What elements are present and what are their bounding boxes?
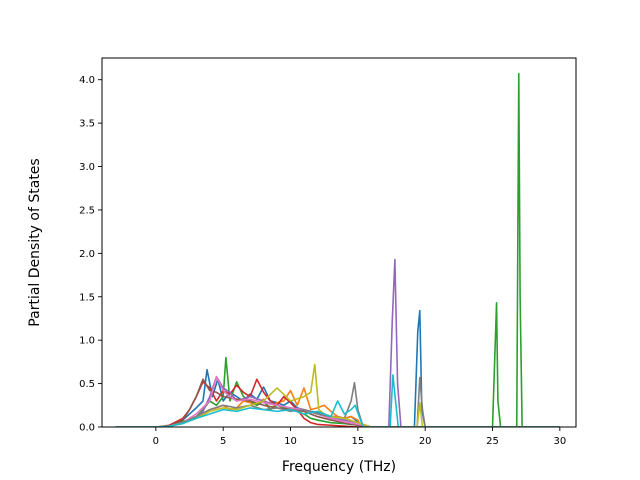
x-tick-label: 25 — [486, 436, 499, 447]
y-tick-label: 2.0 — [79, 249, 95, 260]
series-layer — [115, 72, 560, 427]
x-tick-label: 5 — [220, 436, 226, 447]
y-axis-ticks: 0.0 0.5 1.0 1.5 2.0 2.5 3.0 3.5 4.0 — [79, 75, 102, 434]
axes-frame — [101, 57, 577, 428]
y-tick-label: 1.0 — [79, 336, 95, 347]
x-tick-label: 15 — [351, 436, 364, 447]
series-line-1 — [115, 309, 560, 427]
x-axis-ticks: 0 5 10 15 20 25 30 — [153, 427, 566, 447]
series-line-3 — [115, 72, 560, 427]
plot-frame — [101, 57, 577, 428]
y-tick-label: 4.0 — [79, 75, 95, 86]
x-tick-label: 0 — [153, 436, 159, 447]
y-axis-label: Partial Density of States — [27, 158, 43, 326]
x-tick-label: 30 — [553, 436, 566, 447]
y-tick-label: 3.0 — [79, 162, 95, 173]
series-line-8 — [115, 376, 560, 427]
y-tick-label: 0.0 — [79, 423, 95, 434]
y-tick-label: 2.5 — [79, 205, 95, 216]
x-tick-label: 10 — [284, 436, 297, 447]
x-tick-label: 20 — [419, 436, 432, 447]
y-tick-label: 0.5 — [79, 379, 95, 390]
series-line-10 — [115, 374, 560, 427]
x-axis-label: Frequency (THz) — [282, 459, 396, 475]
y-tick-label: 1.5 — [79, 292, 95, 303]
y-tick-label: 3.5 — [79, 119, 95, 130]
